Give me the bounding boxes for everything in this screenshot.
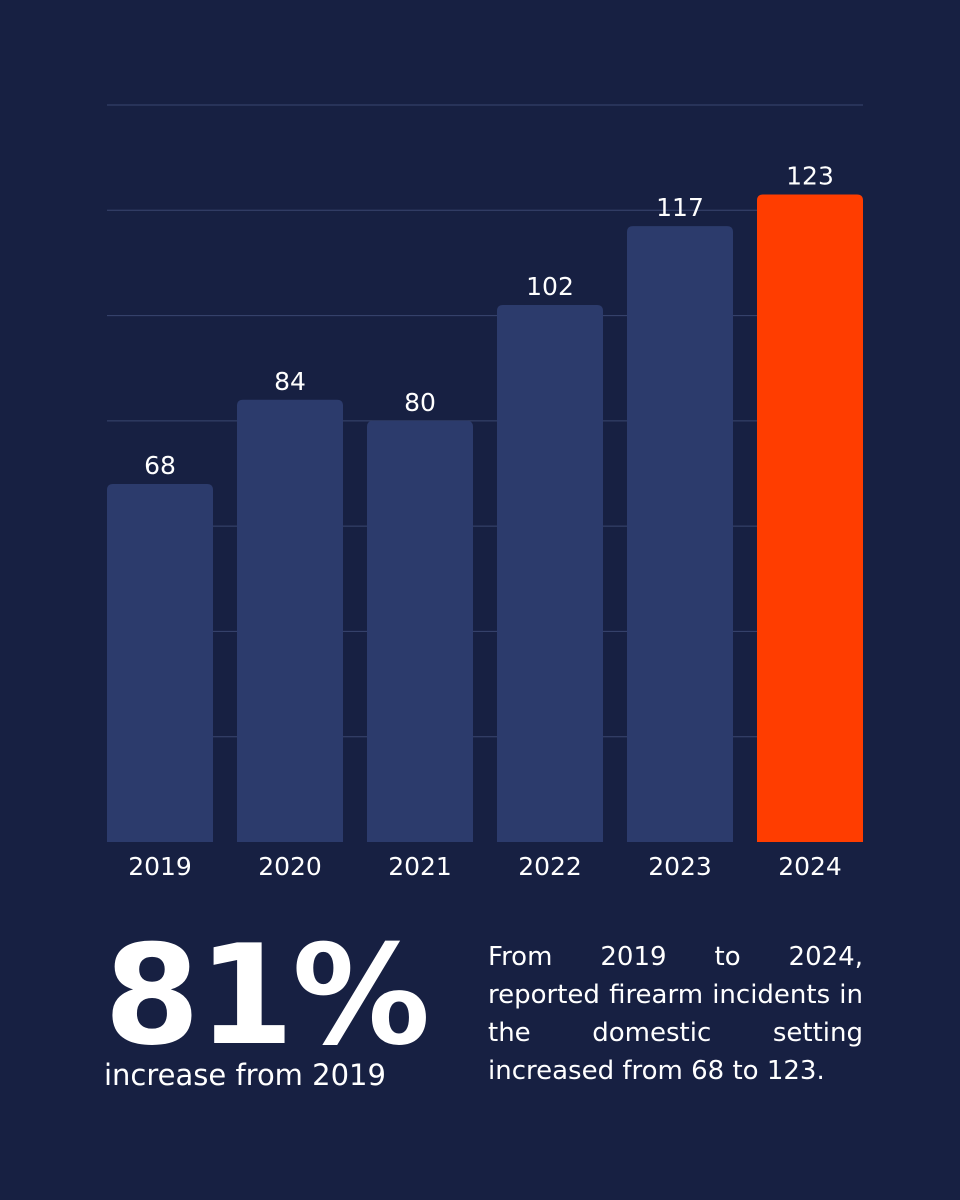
bar-chart: 68 84 80 102 117 123 2019 2020 2021 2022 2023 2024 <box>107 104 863 881</box>
x-tick-2020: 2020 <box>258 852 322 881</box>
data-labels: 68 84 80 102 117 123 <box>144 161 834 480</box>
x-tick-2022: 2022 <box>518 852 582 881</box>
bar-2024 <box>757 194 863 842</box>
big-stat-value: 81% <box>104 915 430 1076</box>
description-text: From 2019 to 2024, reported firearm inci… <box>488 942 863 1086</box>
data-label-2022: 102 <box>526 272 574 301</box>
bars <box>107 194 863 843</box>
x-axis-tick-labels: 2019 2020 2021 2022 2023 2024 <box>128 852 842 881</box>
grid-lines <box>107 104 863 738</box>
data-label-2023: 117 <box>656 193 704 222</box>
bar-2020 <box>237 399 343 842</box>
x-tick-2023: 2023 <box>648 852 712 881</box>
x-tick-2021: 2021 <box>388 852 452 881</box>
bar-2021 <box>367 420 473 842</box>
big-stat-caption: increase from 2019 <box>104 1058 386 1092</box>
bar-2022 <box>497 305 603 842</box>
x-tick-2024: 2024 <box>778 852 842 881</box>
data-label-2024: 123 <box>786 161 834 190</box>
data-label-2019: 68 <box>144 451 176 480</box>
bar-2019 <box>107 484 213 842</box>
data-label-2021: 80 <box>404 388 436 417</box>
bar-2023 <box>627 226 733 843</box>
data-label-2020: 84 <box>274 367 306 396</box>
x-tick-2019: 2019 <box>128 852 192 881</box>
